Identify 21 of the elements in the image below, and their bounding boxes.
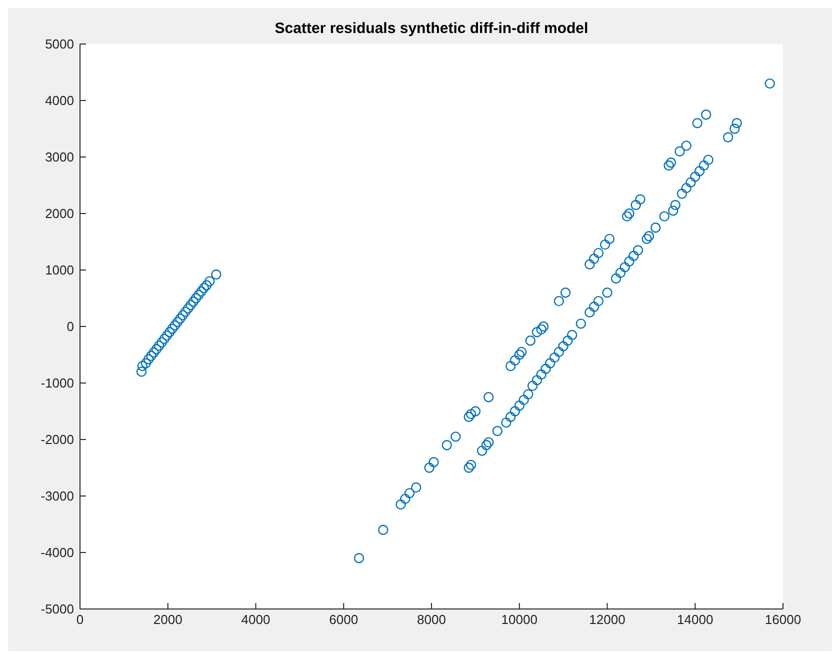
x-tick-label: 0	[76, 612, 84, 628]
chart-title: Scatter residuals synthetic diff-in-diff model	[274, 20, 590, 37]
y-tick-label: 0	[66, 319, 74, 334]
y-tick-label: -4000	[40, 545, 74, 560]
x-tick-label: 2000	[153, 612, 182, 628]
y-tick-label: -5000	[40, 602, 74, 617]
x-tick-label: 16000	[764, 612, 802, 628]
y-tick-label: 1000	[45, 262, 74, 278]
x-tick-label: 8000	[417, 612, 446, 628]
x-tick-label: 10000	[501, 612, 538, 628]
y-tick-label: -3000	[40, 488, 74, 504]
y-tick-label: 2000	[45, 206, 74, 222]
y-tick-label: -1000	[40, 376, 74, 391]
y-tick-label: -2000	[40, 432, 74, 448]
y-tick-label: 5000	[45, 36, 74, 52]
y-tick-label: 3000	[45, 150, 74, 165]
x-tick-label: 12000	[589, 612, 626, 628]
x-tick-label: 14000	[677, 612, 714, 628]
y-tick-label: 4000	[45, 93, 74, 108]
x-tick-label: 4000	[241, 612, 270, 628]
x-tick-label: 6000	[329, 612, 358, 628]
